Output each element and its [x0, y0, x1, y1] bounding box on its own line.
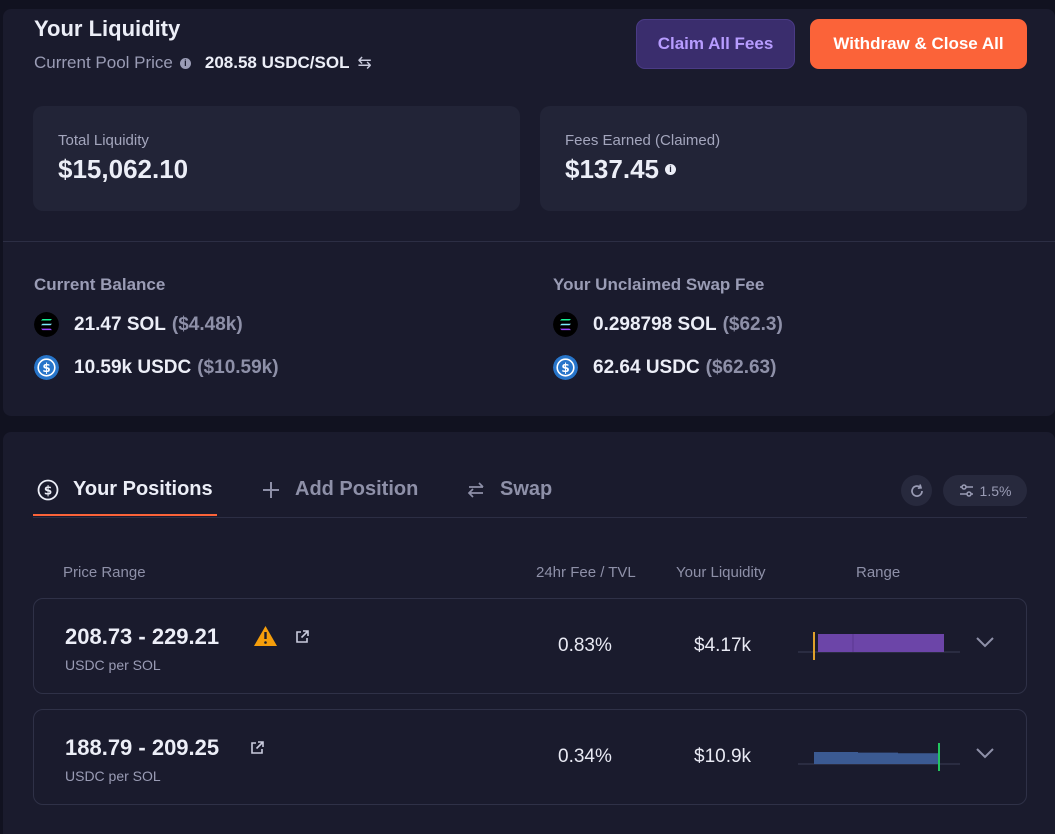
- usdc-token-icon: $: [34, 355, 59, 380]
- slippage-value: 1.5%: [979, 482, 1012, 499]
- current-balance: Current Balance 21.47 SOL ($4.48k) $ 10.…: [34, 275, 279, 380]
- range-chart: [798, 632, 960, 660]
- position-row[interactable]: 208.73 - 229.21 USDC per SOL 0.83% $4.17…: [33, 598, 1027, 694]
- divider: [3, 241, 1055, 242]
- pool-price: Current Pool Price i 208.58 USDC/SOL ⇆: [34, 53, 372, 73]
- fees-earned-card: Fees Earned (Claimed) $137.45 i: [540, 106, 1027, 211]
- fees-earned-value-wrap: $137.45 i: [565, 154, 676, 185]
- active-tab-indicator: [33, 514, 217, 516]
- sol-token-icon: [34, 312, 59, 337]
- balance-usdc-row: $ 10.59k USDC ($10.59k): [34, 355, 279, 380]
- balance-sol-row: 21.47 SOL ($4.48k): [34, 312, 279, 337]
- col-range: Range: [856, 564, 901, 581]
- balance-usdc-amount: 10.59k USDC: [74, 356, 192, 378]
- unclaimed-sol-row: 0.298798 SOL ($62.3): [553, 312, 783, 337]
- total-liquidity-value: $15,062.10: [58, 154, 189, 184]
- position-liquidity: $4.17k: [694, 635, 752, 656]
- pool-price-value: 208.58 USDC/SOL: [204, 53, 350, 72]
- sol-token-icon: [553, 312, 578, 337]
- refresh-icon: [910, 483, 923, 497]
- unclaimed-usdc-amount: 62.64 USDC: [593, 356, 700, 378]
- info-icon[interactable]: i: [664, 164, 676, 175]
- claim-all-fees-button[interactable]: Claim All Fees: [636, 19, 795, 69]
- svg-text:$: $: [561, 361, 569, 375]
- liquidity-panel: [3, 9, 1055, 416]
- slippage-button[interactable]: 1.5%: [943, 475, 1027, 506]
- dollar-circle-icon: $: [37, 479, 59, 501]
- unclaimed-sol-usd: ($62.3): [722, 313, 783, 335]
- external-link-icon[interactable]: [295, 629, 310, 644]
- invert-price-icon[interactable]: ⇆: [357, 53, 372, 72]
- chevron-down-icon[interactable]: [974, 635, 996, 649]
- tab-label: Swap: [500, 478, 553, 500]
- usdc-token-icon: $: [553, 355, 578, 380]
- tab-your-positions[interactable]: $ Your Positions: [37, 478, 213, 501]
- svg-text:$: $: [42, 361, 50, 375]
- tab-divider: [33, 517, 1027, 518]
- sliders-icon: [959, 484, 973, 497]
- tab-swap[interactable]: Swap: [466, 478, 552, 501]
- position-fee-tvl: 0.83%: [558, 635, 612, 656]
- position-liquidity: $10.9k: [694, 746, 752, 767]
- tab-add-position[interactable]: Add Position: [261, 478, 418, 501]
- unclaimed-usdc-row: $ 62.64 USDC ($62.63): [553, 355, 783, 380]
- total-liquidity-card: Total Liquidity $15,062.10: [33, 106, 520, 211]
- withdraw-close-all-button[interactable]: Withdraw & Close All: [810, 19, 1027, 69]
- unclaimed-swap-fee: Your Unclaimed Swap Fee 0.298798 SOL ($6…: [553, 275, 783, 380]
- range-chart: [798, 743, 960, 771]
- fees-earned-label: Fees Earned (Claimed): [565, 132, 721, 149]
- position-unit: USDC per SOL: [65, 657, 161, 673]
- range-liquidity-bar: [814, 752, 939, 764]
- plus-icon: [261, 480, 281, 500]
- current-balance-heading: Current Balance: [34, 275, 166, 294]
- range-liquidity-bar: [818, 634, 944, 652]
- position-price-range: 208.73 - 229.21: [65, 624, 220, 649]
- col-fee-tvl: 24hr Fee / TVL: [536, 564, 636, 581]
- unclaimed-sol-amount: 0.298798 SOL: [593, 313, 717, 335]
- col-your-liquidity: Your Liquidity: [676, 564, 766, 581]
- external-link-icon[interactable]: [250, 740, 265, 755]
- position-fee-tvl: 0.34%: [558, 746, 612, 767]
- tab-label: Add Position: [295, 478, 419, 500]
- position-row[interactable]: 188.79 - 209.25 USDC per SOL 0.34% $10.9…: [33, 709, 1027, 805]
- total-liquidity-label: Total Liquidity: [58, 132, 149, 149]
- balance-sol-usd: ($4.48k): [171, 313, 243, 335]
- unclaimed-fee-heading: Your Unclaimed Swap Fee: [553, 275, 765, 294]
- svg-text:$: $: [44, 483, 52, 497]
- col-price-range: Price Range: [63, 564, 146, 581]
- pool-price-label: Current Pool Price: [34, 53, 173, 72]
- tab-label: Your Positions: [73, 478, 213, 500]
- position-unit: USDC per SOL: [65, 768, 161, 784]
- page-title: Your Liquidity: [34, 16, 181, 41]
- chevron-down-icon[interactable]: [974, 746, 996, 760]
- balance-sol-amount: 21.47 SOL: [74, 313, 166, 335]
- warning-icon: [254, 626, 277, 646]
- refresh-button[interactable]: [901, 475, 932, 506]
- unclaimed-usdc-usd: ($62.63): [705, 356, 777, 378]
- info-icon[interactable]: i: [179, 57, 191, 69]
- swap-arrows-icon: [466, 480, 486, 500]
- balance-usdc-usd: ($10.59k): [197, 356, 279, 378]
- position-price-range: 188.79 - 209.25: [65, 735, 220, 760]
- fees-earned-value: $137.45: [565, 154, 659, 184]
